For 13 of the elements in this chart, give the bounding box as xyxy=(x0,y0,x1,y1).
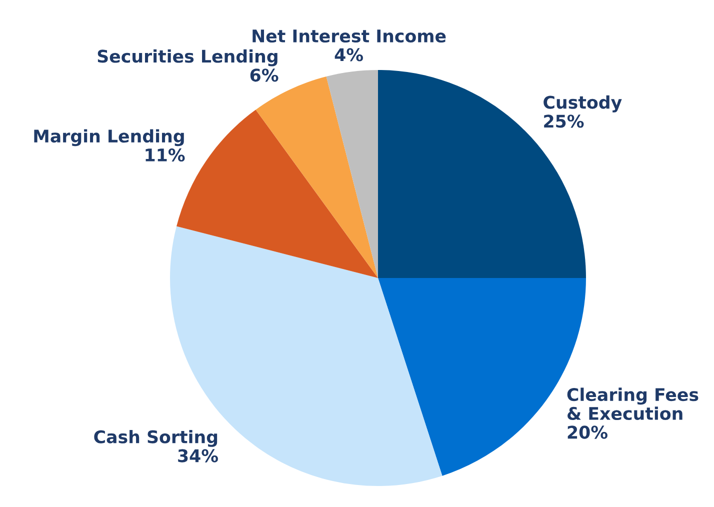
data-label: 11% xyxy=(146,148,185,162)
slice-label: Custody xyxy=(544,95,622,112)
slice-label: Clearing Fees & Execution xyxy=(567,388,698,420)
data-label: 34% xyxy=(178,449,218,462)
slice-label: Securities Lending xyxy=(98,49,278,66)
pie-slice xyxy=(326,70,378,278)
data-label: 25% xyxy=(544,114,584,128)
slice-label: Cash Sorting xyxy=(94,430,218,447)
data-label: 6% xyxy=(250,68,278,82)
slice-label: Net Interest Income xyxy=(252,30,446,43)
data-label: 4% xyxy=(334,48,363,62)
data-label: 20% xyxy=(568,426,608,439)
slice-label: Margin Lending xyxy=(34,129,184,146)
